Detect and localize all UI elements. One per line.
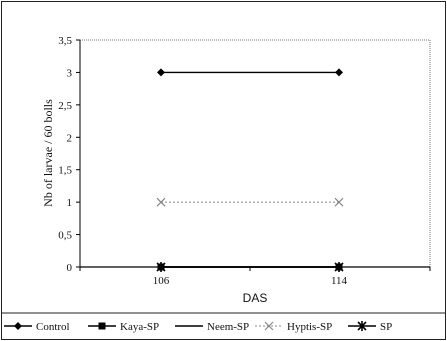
y-tick-label: 3 [67, 67, 73, 79]
x-tick-label: 106 [153, 275, 170, 287]
point-marker [156, 197, 166, 207]
y-tick-label: 1 [67, 197, 73, 209]
legend-item: Kaya-SP [88, 321, 159, 333]
point-marker [357, 321, 367, 331]
y-axis: 0 0,5 1 1,5 2 2,5 3 3,5 [58, 35, 81, 274]
point-marker [14, 322, 22, 330]
y-tick-label: 1,5 [58, 165, 72, 177]
legend-label: Kaya-SP [120, 321, 159, 333]
legend: Control Kaya-SP Neem-SP Hyptis-SP SP [4, 321, 392, 333]
x-axis-label: DAS [243, 291, 268, 305]
legend-label: Neem-SP [207, 321, 249, 333]
legend-item: SP [348, 321, 392, 333]
point-marker [156, 262, 166, 272]
point-marker [334, 197, 344, 207]
series-control [157, 68, 343, 77]
y-tick-label: 3,5 [58, 35, 72, 47]
y-tick-label: 0 [67, 262, 73, 274]
plot-area [79, 39, 431, 268]
legend-label: SP [380, 321, 392, 333]
y-tick-label: 0,5 [58, 230, 72, 242]
x-axis: 106 114 [79, 266, 431, 287]
y-tick-label: 2 [67, 132, 73, 144]
legend-item: Hyptis-SP [255, 321, 332, 333]
point-marker [157, 68, 165, 77]
legend-label: Control [36, 321, 70, 333]
y-axis-label: Nb of larvae / 60 bolls [41, 99, 55, 207]
point-marker [98, 322, 106, 330]
legend-item: Control [4, 321, 70, 333]
point-marker [334, 262, 344, 272]
y-tick-label: 2,5 [58, 100, 72, 112]
point-marker [335, 68, 343, 77]
legend-item: Neem-SP [175, 321, 249, 333]
series-layer [156, 68, 344, 272]
series-hyptis-sp [156, 197, 344, 207]
series-sp [156, 262, 344, 272]
legend-label: Hyptis-SP [287, 321, 332, 333]
point-marker [264, 321, 274, 331]
x-tick-label: 114 [331, 275, 348, 287]
